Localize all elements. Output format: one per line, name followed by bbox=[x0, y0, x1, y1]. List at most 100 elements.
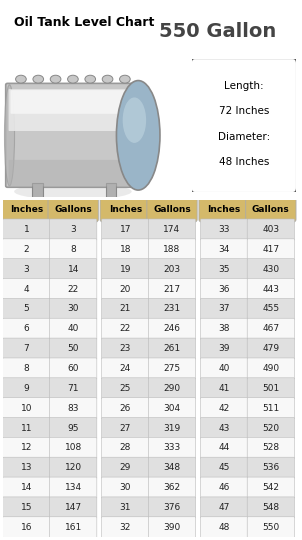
Text: 333: 333 bbox=[163, 443, 181, 453]
Text: 14: 14 bbox=[21, 483, 32, 492]
Text: 30: 30 bbox=[67, 305, 79, 314]
FancyBboxPatch shape bbox=[148, 477, 196, 498]
FancyBboxPatch shape bbox=[50, 397, 97, 419]
FancyBboxPatch shape bbox=[3, 318, 50, 340]
Text: 40: 40 bbox=[67, 325, 79, 333]
FancyBboxPatch shape bbox=[3, 338, 50, 359]
FancyBboxPatch shape bbox=[148, 358, 196, 379]
Text: 29: 29 bbox=[120, 463, 131, 472]
FancyBboxPatch shape bbox=[247, 477, 294, 498]
Text: 134: 134 bbox=[65, 483, 82, 492]
FancyBboxPatch shape bbox=[101, 219, 149, 240]
FancyBboxPatch shape bbox=[3, 259, 50, 280]
Text: 50: 50 bbox=[67, 344, 79, 353]
Text: 550: 550 bbox=[262, 523, 279, 532]
FancyBboxPatch shape bbox=[50, 239, 97, 260]
FancyBboxPatch shape bbox=[148, 338, 196, 359]
Text: 348: 348 bbox=[163, 463, 181, 472]
Text: Length:: Length: bbox=[224, 80, 264, 91]
Text: 304: 304 bbox=[163, 404, 181, 413]
Text: Inches: Inches bbox=[207, 205, 241, 214]
FancyBboxPatch shape bbox=[8, 89, 137, 131]
FancyBboxPatch shape bbox=[247, 517, 294, 538]
Text: 40: 40 bbox=[218, 364, 230, 373]
FancyBboxPatch shape bbox=[247, 338, 294, 359]
FancyBboxPatch shape bbox=[101, 318, 149, 340]
Circle shape bbox=[50, 75, 61, 83]
FancyBboxPatch shape bbox=[247, 437, 294, 458]
Text: 511: 511 bbox=[262, 404, 279, 413]
Text: 443: 443 bbox=[262, 285, 279, 294]
FancyBboxPatch shape bbox=[201, 358, 248, 379]
Text: 95: 95 bbox=[67, 423, 79, 433]
Ellipse shape bbox=[5, 85, 14, 186]
Text: 18: 18 bbox=[120, 245, 131, 254]
Text: 501: 501 bbox=[262, 384, 279, 393]
Text: 47: 47 bbox=[218, 503, 230, 512]
Text: Inches: Inches bbox=[10, 205, 43, 214]
Text: 22: 22 bbox=[120, 325, 131, 333]
Text: Inches: Inches bbox=[109, 205, 142, 214]
Text: 455: 455 bbox=[262, 305, 279, 314]
Text: 15: 15 bbox=[21, 503, 32, 512]
Text: 548: 548 bbox=[262, 503, 279, 512]
Text: 479: 479 bbox=[262, 344, 279, 353]
FancyBboxPatch shape bbox=[3, 517, 50, 538]
FancyBboxPatch shape bbox=[101, 338, 149, 359]
FancyBboxPatch shape bbox=[148, 417, 196, 438]
Text: 8: 8 bbox=[24, 364, 29, 373]
FancyBboxPatch shape bbox=[247, 397, 294, 419]
FancyBboxPatch shape bbox=[247, 497, 294, 518]
Text: 528: 528 bbox=[262, 443, 279, 453]
Circle shape bbox=[16, 75, 26, 83]
Text: 14: 14 bbox=[67, 265, 79, 274]
FancyBboxPatch shape bbox=[3, 397, 50, 419]
FancyBboxPatch shape bbox=[11, 90, 135, 114]
Text: 108: 108 bbox=[65, 443, 82, 453]
Text: 13: 13 bbox=[21, 463, 32, 472]
Bar bbox=[28, 211, 47, 218]
FancyBboxPatch shape bbox=[201, 219, 248, 240]
Text: Diameter:: Diameter: bbox=[218, 132, 270, 142]
FancyBboxPatch shape bbox=[201, 259, 248, 280]
FancyBboxPatch shape bbox=[101, 279, 149, 300]
FancyBboxPatch shape bbox=[247, 299, 294, 320]
FancyBboxPatch shape bbox=[247, 279, 294, 300]
FancyBboxPatch shape bbox=[201, 457, 248, 478]
Text: 542: 542 bbox=[262, 483, 279, 492]
FancyBboxPatch shape bbox=[50, 517, 97, 538]
Text: 33: 33 bbox=[218, 225, 230, 234]
Text: Gallons: Gallons bbox=[252, 205, 290, 214]
Text: 536: 536 bbox=[262, 463, 279, 472]
Text: 275: 275 bbox=[163, 364, 181, 373]
Text: 26: 26 bbox=[120, 404, 131, 413]
Text: 30: 30 bbox=[120, 483, 131, 492]
FancyBboxPatch shape bbox=[101, 397, 149, 419]
Bar bbox=[102, 211, 120, 218]
Text: 7: 7 bbox=[24, 344, 29, 353]
FancyBboxPatch shape bbox=[50, 437, 97, 458]
FancyBboxPatch shape bbox=[148, 239, 196, 260]
FancyBboxPatch shape bbox=[148, 279, 196, 300]
FancyBboxPatch shape bbox=[101, 437, 149, 458]
FancyBboxPatch shape bbox=[148, 397, 196, 419]
FancyBboxPatch shape bbox=[201, 437, 248, 458]
FancyBboxPatch shape bbox=[101, 497, 149, 518]
Text: 28: 28 bbox=[120, 443, 131, 453]
FancyBboxPatch shape bbox=[101, 457, 149, 478]
Text: 72 Inches: 72 Inches bbox=[219, 106, 269, 116]
Text: 19: 19 bbox=[120, 265, 131, 274]
FancyBboxPatch shape bbox=[148, 457, 196, 478]
Ellipse shape bbox=[14, 183, 132, 200]
FancyBboxPatch shape bbox=[3, 358, 50, 379]
Bar bbox=[106, 183, 116, 214]
Text: 12: 12 bbox=[21, 443, 32, 453]
Text: 22: 22 bbox=[68, 285, 79, 294]
Bar bbox=[32, 183, 43, 214]
FancyBboxPatch shape bbox=[147, 198, 197, 222]
FancyBboxPatch shape bbox=[3, 497, 50, 518]
FancyBboxPatch shape bbox=[3, 299, 50, 320]
Text: 4: 4 bbox=[24, 285, 29, 294]
FancyBboxPatch shape bbox=[199, 198, 249, 222]
Text: 188: 188 bbox=[163, 245, 181, 254]
